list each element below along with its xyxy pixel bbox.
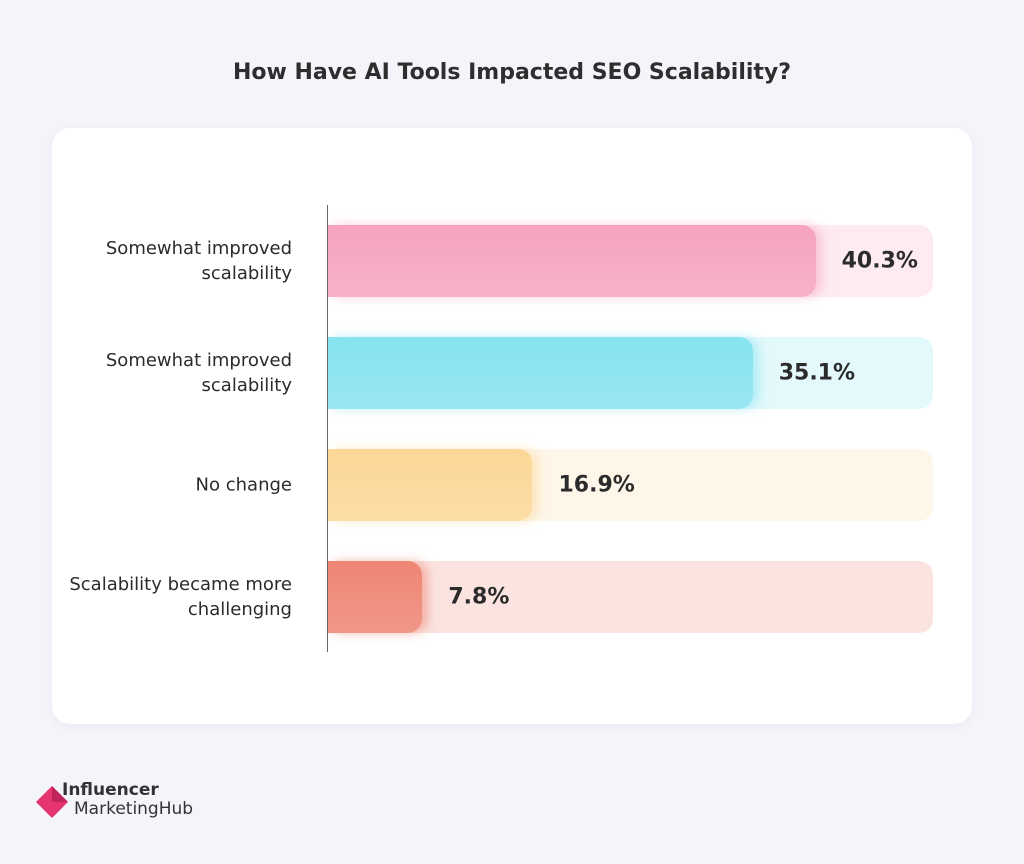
category-label: Scalability became more challenging bbox=[69, 574, 292, 620]
logo-text: Influencer bbox=[62, 780, 159, 800]
value-label: 40.3% bbox=[841, 248, 918, 274]
logo-text: MarketingHub bbox=[74, 799, 194, 819]
logo-icon bbox=[36, 786, 68, 818]
value-label: 7.8% bbox=[448, 584, 510, 610]
bar bbox=[328, 225, 816, 297]
chart-title: How Have AI Tools Impacted SEO Scalabili… bbox=[232, 60, 792, 85]
bar bbox=[328, 561, 423, 633]
value-label: 16.9% bbox=[558, 472, 635, 498]
bar bbox=[328, 449, 533, 521]
bar-track bbox=[328, 561, 933, 633]
category-label: No change bbox=[195, 474, 292, 496]
axis-line bbox=[327, 205, 328, 652]
value-label: 35.1% bbox=[778, 360, 856, 386]
chart-card bbox=[52, 128, 972, 724]
category-label: Somewhat improved scalability bbox=[105, 238, 292, 284]
category-label: Somewhat improved scalability bbox=[105, 350, 292, 396]
bar bbox=[328, 337, 753, 409]
